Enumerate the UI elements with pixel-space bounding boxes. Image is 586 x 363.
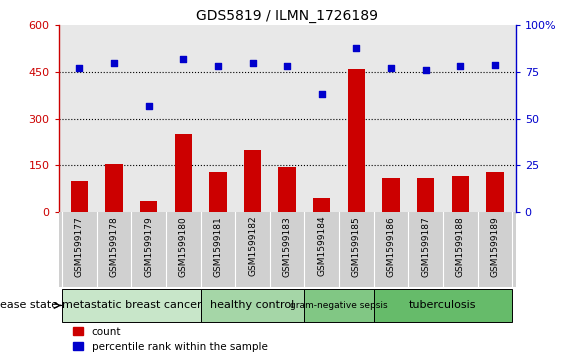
Point xyxy=(421,67,430,73)
Text: GSM1599183: GSM1599183 xyxy=(282,216,292,277)
Bar xyxy=(209,172,227,212)
Text: healthy control: healthy control xyxy=(210,301,295,310)
Point xyxy=(213,64,223,69)
Text: GSM1599181: GSM1599181 xyxy=(213,216,222,277)
Bar xyxy=(347,69,365,212)
Bar xyxy=(382,178,400,212)
Point xyxy=(352,45,361,51)
Bar xyxy=(200,289,305,322)
Text: GSM1599185: GSM1599185 xyxy=(352,216,361,277)
Point xyxy=(144,103,154,109)
Bar xyxy=(374,289,512,322)
Bar xyxy=(417,178,434,212)
Title: GDS5819 / ILMN_1726189: GDS5819 / ILMN_1726189 xyxy=(196,9,378,23)
Bar xyxy=(175,134,192,212)
Bar xyxy=(452,176,469,212)
Text: metastatic breast cancer: metastatic breast cancer xyxy=(62,301,201,310)
Point xyxy=(74,65,84,71)
Point xyxy=(455,64,465,69)
Point xyxy=(282,64,292,69)
Text: GSM1599180: GSM1599180 xyxy=(179,216,188,277)
Text: GSM1599186: GSM1599186 xyxy=(387,216,396,277)
Text: GSM1599187: GSM1599187 xyxy=(421,216,430,277)
Text: GSM1599184: GSM1599184 xyxy=(317,216,326,277)
Text: tuberculosis: tuberculosis xyxy=(409,301,477,310)
Text: GSM1599179: GSM1599179 xyxy=(144,216,153,277)
Bar xyxy=(244,150,261,212)
Text: gram-negative sepsis: gram-negative sepsis xyxy=(290,301,388,310)
Point xyxy=(110,60,119,66)
Point xyxy=(248,60,257,66)
Text: disease state: disease state xyxy=(0,301,58,310)
Text: GSM1599178: GSM1599178 xyxy=(110,216,118,277)
Bar xyxy=(278,167,296,212)
Text: GSM1599189: GSM1599189 xyxy=(490,216,499,277)
Bar xyxy=(486,172,503,212)
Text: GSM1599177: GSM1599177 xyxy=(75,216,84,277)
Point xyxy=(317,91,326,97)
Bar xyxy=(71,181,88,212)
Point xyxy=(386,65,396,71)
Bar xyxy=(140,201,157,212)
Bar xyxy=(105,164,122,212)
Point xyxy=(490,62,500,68)
Text: GSM1599182: GSM1599182 xyxy=(248,216,257,277)
Text: GSM1599188: GSM1599188 xyxy=(456,216,465,277)
Legend: count, percentile rank within the sample: count, percentile rank within the sample xyxy=(73,326,268,352)
Point xyxy=(179,56,188,62)
Bar xyxy=(313,198,331,212)
Bar xyxy=(62,289,200,322)
Bar xyxy=(305,289,374,322)
